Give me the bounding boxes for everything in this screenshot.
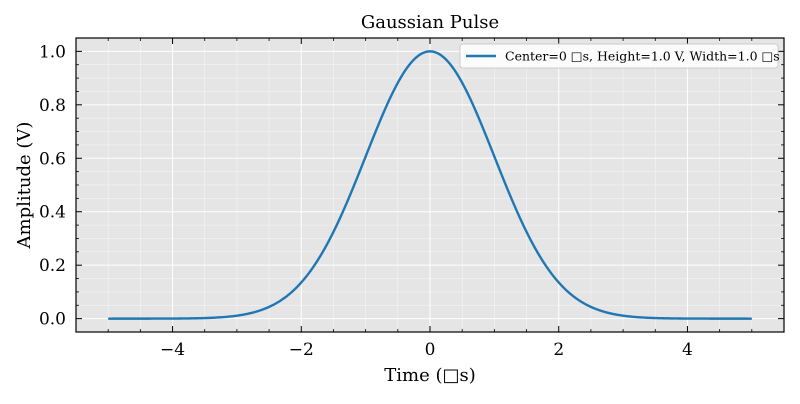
x-tick-label: −2 [289, 340, 314, 360]
legend-label-0: Center=0 □s, Height=1.0 V, Width=1.0 □s [505, 49, 780, 64]
y-tick-label: 0.2 [39, 256, 66, 276]
y-axis-label: Amplitude (V) [14, 122, 35, 250]
x-axis-label: Time (□s) [384, 365, 476, 386]
y-tick-label: 0.6 [39, 149, 66, 169]
chart-title: Gaussian Pulse [361, 12, 499, 33]
x-tick-label: 0 [425, 340, 436, 360]
series-line-0 [108, 50, 752, 320]
y-tick-label: 1.0 [39, 42, 66, 62]
x-tick-label: −4 [160, 340, 185, 360]
y-tick-label: 0.0 [39, 310, 66, 330]
y-tick-label: 0.4 [39, 203, 66, 223]
x-tick-label: 4 [682, 340, 693, 360]
y-tick-label: 0.8 [39, 96, 66, 116]
x-tick-label: 2 [553, 340, 564, 360]
legend: Center=0 □s, Height=1.0 V, Width=1.0 □s [459, 43, 780, 69]
legend-box [459, 43, 779, 69]
